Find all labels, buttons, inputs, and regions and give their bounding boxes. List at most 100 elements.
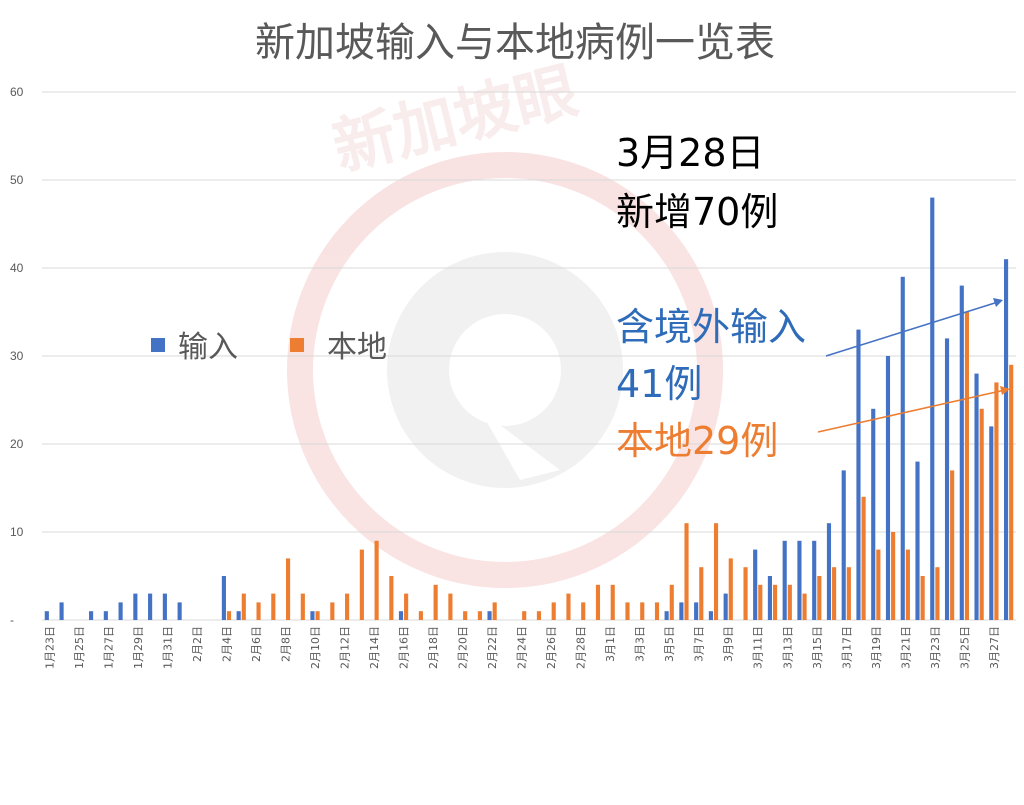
x-tick-label: 2月14日	[368, 626, 381, 669]
x-tick-label: 3月27日	[988, 626, 1001, 669]
bar-imported	[103, 611, 108, 620]
bar-local	[271, 593, 276, 620]
bar-local	[226, 611, 232, 620]
arrow-imported-head	[993, 298, 1003, 307]
x-tick-label: 3月15日	[811, 626, 824, 669]
x-tick-label: 3月21日	[899, 626, 912, 669]
annotation-arrows	[817, 298, 1010, 433]
x-tick-label: 3月9日	[722, 626, 735, 662]
bar-local	[404, 593, 409, 620]
bar-local	[640, 602, 645, 620]
bar-local	[743, 567, 748, 620]
bar-local	[817, 576, 822, 620]
bar-imported	[118, 602, 123, 620]
y-tick-label: 20	[10, 437, 24, 451]
bar-imported	[221, 576, 226, 620]
bar-imported	[797, 540, 802, 620]
bar-local	[994, 382, 999, 620]
bar-imported	[974, 373, 979, 620]
arrow-local	[817, 389, 1006, 433]
bar-local	[286, 558, 291, 620]
y-tick-label: 60	[10, 85, 24, 99]
bar-local	[950, 470, 955, 620]
x-tick-label: 3月25日	[958, 626, 971, 669]
bar-local	[359, 549, 364, 620]
bar-local	[566, 593, 571, 620]
bar-imported	[826, 523, 832, 620]
x-axis-ticks: 1月23日 1月25日 1月27日 1月29日 1月31日 2月2日 2月4日 2月6日 2月8…	[43, 626, 1000, 669]
x-tick-label: 2月20日	[457, 626, 470, 669]
bar-imported	[236, 611, 241, 620]
x-tick-label: 2月10日	[309, 626, 322, 669]
bar-local	[463, 611, 468, 620]
x-tick-label: 1月31日	[161, 626, 174, 669]
bar-local	[773, 584, 778, 620]
bar-imported	[812, 540, 817, 620]
bar-local	[979, 408, 984, 620]
x-tick-label: 1月25日	[73, 626, 86, 669]
bar-local	[964, 312, 969, 620]
bar-imported	[44, 611, 49, 620]
bar-imported	[694, 602, 699, 620]
x-tick-label: 3月7日	[693, 626, 706, 662]
bar-local	[654, 602, 660, 620]
x-tick-label: 1月29日	[132, 626, 145, 669]
annotation-date: 3月28日	[616, 131, 765, 175]
x-tick-label: 2月12日	[339, 626, 352, 669]
bar-imported	[89, 611, 94, 620]
bar-local	[330, 602, 335, 620]
x-tick-label: 3月5日	[663, 626, 676, 662]
bar-local	[713, 523, 719, 620]
legend-label-imported: 输入	[178, 330, 238, 365]
bar-imported	[959, 285, 964, 620]
x-tick-label: 2月8日	[280, 626, 293, 662]
bar-local	[669, 584, 674, 620]
bar-imported	[679, 602, 684, 620]
bar-local	[418, 611, 423, 620]
bar-imported	[753, 549, 758, 620]
bar-imported	[885, 356, 891, 620]
grid	[42, 91, 1016, 621]
y-tick-label: 30	[10, 349, 24, 363]
bar-local	[861, 496, 866, 620]
x-tick-label: 3月11日	[752, 626, 765, 669]
annotation-imported-line2: 41例	[616, 362, 702, 406]
bar-local	[758, 584, 763, 620]
annotation-local: 本地29例	[616, 419, 778, 463]
bar-local	[300, 593, 305, 620]
bar-imported	[915, 461, 920, 620]
bar-local	[315, 611, 320, 620]
x-tick-label: 1月23日	[43, 626, 56, 669]
bar-local	[433, 584, 438, 620]
bar-local	[832, 567, 837, 620]
bar-imported	[723, 593, 728, 620]
chart-title: 新加坡输入与本地病例一览表	[255, 20, 775, 66]
bar-imported	[871, 408, 876, 620]
bar-local	[1009, 364, 1014, 620]
bar-local	[477, 611, 482, 620]
bar-local	[625, 602, 630, 620]
bar-local	[935, 567, 940, 620]
legend-swatch-local	[290, 338, 304, 352]
x-tick-label: 2月2日	[191, 626, 204, 662]
legend-label-local: 本地	[327, 330, 387, 365]
bar-local	[551, 602, 556, 620]
bar-local	[241, 593, 246, 620]
bar-local	[536, 611, 542, 620]
bar-imported	[59, 602, 64, 620]
bar-local	[389, 576, 394, 620]
bar-imported	[664, 611, 669, 620]
bar-imported	[487, 611, 492, 620]
bar-local	[345, 593, 350, 620]
x-tick-label: 2月16日	[398, 626, 411, 669]
bar-imported	[841, 470, 846, 620]
bar-imported	[162, 593, 167, 620]
bar-local	[728, 558, 733, 620]
bar-imported	[856, 329, 861, 620]
annotation-total: 新增70例	[616, 190, 778, 234]
bar-local	[448, 593, 453, 620]
bar-local	[876, 549, 881, 620]
x-tick-label: 3月1日	[604, 626, 617, 662]
x-tick-label: 2月26日	[545, 626, 558, 669]
